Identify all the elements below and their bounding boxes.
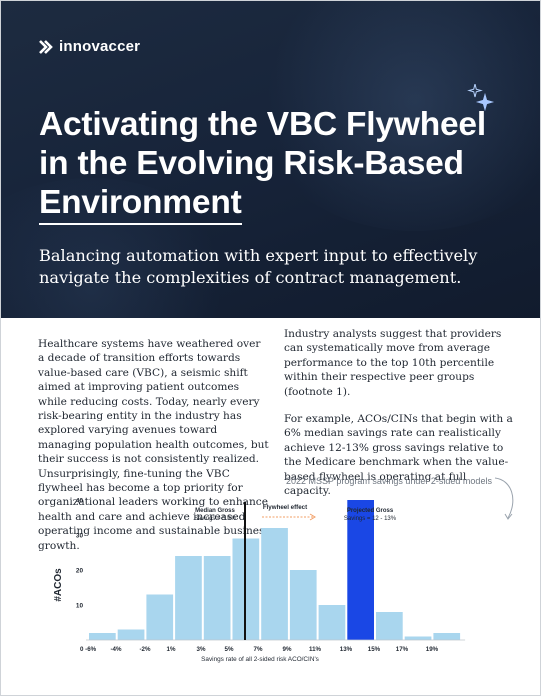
intro-paragraph: Healthcare systems have weathered over a… (38, 338, 270, 552)
innovaccer-chevron-logo-icon (39, 39, 54, 54)
example-paragraph: For example, ACOs/CINs that begin with a… (284, 413, 513, 498)
brand-name: innovaccer (59, 38, 141, 55)
hero-texture (250, 1, 540, 231)
page-subtitle: Balancing automation with expert input t… (39, 246, 478, 287)
page-title: Activating the VBC Flywheel in the Evolv… (39, 105, 509, 225)
title-line: Activating the VBC Flywheel (39, 106, 486, 143)
brand-logo[interactable]: innovaccer (39, 38, 140, 55)
title-line: Environment (39, 183, 242, 225)
sparkle-icon (467, 83, 497, 112)
body-column-left: Healthcare systems have weathered over a… (38, 337, 270, 553)
chart-title: 2022 MSSP program savings under 2-sided … (286, 476, 492, 486)
hero-banner: innovaccer Activating the VBC Flywheel i… (1, 1, 540, 318)
body-column-right: Industry analysts suggest that providers… (284, 327, 516, 498)
analyst-paragraph: Industry analysts suggest that providers… (284, 328, 502, 398)
title-line: in the Evolving Risk-Based (39, 145, 464, 182)
